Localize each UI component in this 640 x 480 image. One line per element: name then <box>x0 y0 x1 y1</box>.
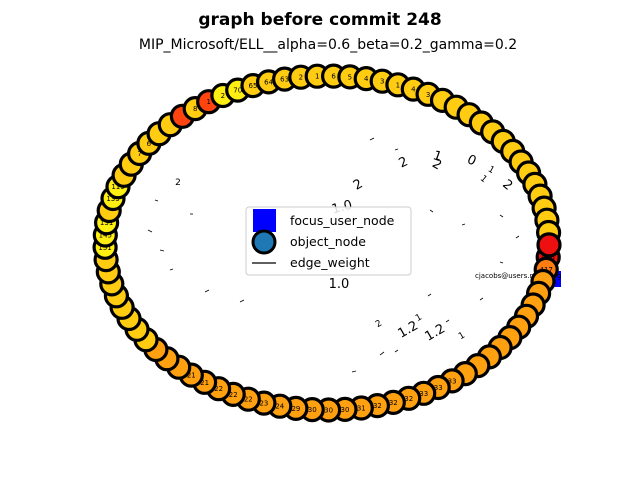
object-node-circle <box>536 232 562 258</box>
object-node-label: 31 <box>357 405 366 413</box>
object-node-label: 64 <box>264 78 273 86</box>
object-node-label: 1 <box>396 81 400 89</box>
object-node-label: 70 <box>233 87 242 95</box>
edge-segment <box>204 289 210 293</box>
object-node-label: 32 <box>404 395 413 403</box>
edge-segment <box>147 229 153 233</box>
figure-title: graph before commit 248 <box>198 10 441 30</box>
object-node-label: 65 <box>249 82 258 90</box>
object-node-label: 63 <box>280 76 289 84</box>
object-node-label: 1 <box>315 73 319 81</box>
legend-object-node-marker <box>251 229 277 255</box>
edge-weight-label: 1 <box>414 313 424 325</box>
object-node-label: 22 <box>229 391 238 399</box>
edge-segment <box>154 199 159 202</box>
legend-object-node-label: object_node <box>290 234 366 249</box>
legend-edge-weight-label: edge_weight <box>290 255 370 270</box>
edge-weight-label: 2 <box>351 176 366 193</box>
object-node-label: 8 <box>193 105 197 113</box>
edge-segment <box>515 235 520 239</box>
object-node-ring: 4264173333333232323130303029242322222221… <box>92 63 562 423</box>
legend: focus_user_node object_node edge_weight <box>245 206 412 276</box>
object-node-label: 33 <box>419 390 428 398</box>
object-node-label: 32 <box>389 399 398 407</box>
edge-segment <box>499 214 504 218</box>
object-node-label: 29 <box>291 405 300 413</box>
edge-segment <box>461 223 466 226</box>
edge-segment <box>429 209 434 213</box>
edge-segment <box>394 349 399 353</box>
legend-frame <box>245 206 412 276</box>
object-node-label: 30 <box>324 407 333 415</box>
edge-weight-label: 1.2 <box>423 321 448 344</box>
object-node-label: 151 <box>98 244 111 252</box>
edge-segment <box>479 297 484 301</box>
object-node-label: 7 <box>137 150 141 158</box>
legend-focus-user-label: focus_user_node <box>290 213 395 228</box>
object-node-label: 3 <box>380 78 384 86</box>
edge-weight-label: 2 <box>397 154 411 171</box>
object-node-label: 133 <box>106 195 119 203</box>
object-node-label: 2 <box>299 74 303 82</box>
object-node-label: 21 <box>187 372 196 380</box>
focus-user-label: cjacobs@users.noreply.g <box>475 272 561 280</box>
edge-segment <box>427 293 432 297</box>
object-node-label: 30 <box>341 406 350 414</box>
edge-weight-label: 1.0 <box>329 277 350 292</box>
edge-segment <box>394 148 399 151</box>
legend-focus-user-marker <box>253 209 276 232</box>
object-node-label: 22 <box>214 385 223 393</box>
object-node-label: 24 <box>275 403 284 411</box>
edge-weight-label: 1 <box>486 165 496 177</box>
object-node <box>536 232 562 258</box>
object-node-label: 6 <box>331 73 336 81</box>
edge-segment <box>239 299 245 303</box>
object-node-label: 2 <box>221 92 225 100</box>
edge-segment <box>169 268 174 271</box>
object-node-label: 22 <box>244 396 253 404</box>
edge-weight-label: 2 <box>374 319 384 331</box>
object-node-label: 33 <box>434 384 443 392</box>
object-node-label: 32 <box>373 402 382 410</box>
object-node-label: 33 <box>448 377 457 385</box>
edge-fragments <box>147 137 520 373</box>
object-node-label: 1 <box>206 98 210 106</box>
edge-segment <box>369 137 375 141</box>
object-node-label: 119 <box>111 183 124 191</box>
object-node-label: 30 <box>308 406 317 414</box>
edge-weight-label: 0 <box>465 152 479 169</box>
object-node-label: 131 <box>100 219 113 227</box>
edge-segment <box>351 370 357 373</box>
object-node-label: 4 <box>411 86 416 94</box>
object-node-label: 21 <box>200 379 209 387</box>
edge-weight-label: 2 <box>499 177 515 194</box>
edge-segment <box>159 249 165 252</box>
object-node-label: 5 <box>348 73 352 81</box>
object-node-label: 4 <box>364 75 369 83</box>
object-node-label: 23 <box>259 400 268 408</box>
edge-weight-label: 2 <box>175 178 181 188</box>
edge-weight-label: 1 <box>478 174 489 185</box>
object-node-label: 3 <box>426 91 430 99</box>
edge-weight-label: 1 <box>457 331 467 343</box>
object-node-label: 145 <box>99 232 112 240</box>
edge-segment <box>499 261 504 264</box>
edge-segment <box>445 319 450 323</box>
figure-subtitle: MIP_Microsoft/ELL__alpha=0.6_beta=0.2_ga… <box>139 37 517 53</box>
object-node-label: 6 <box>147 140 152 148</box>
edge-segment <box>379 351 385 356</box>
